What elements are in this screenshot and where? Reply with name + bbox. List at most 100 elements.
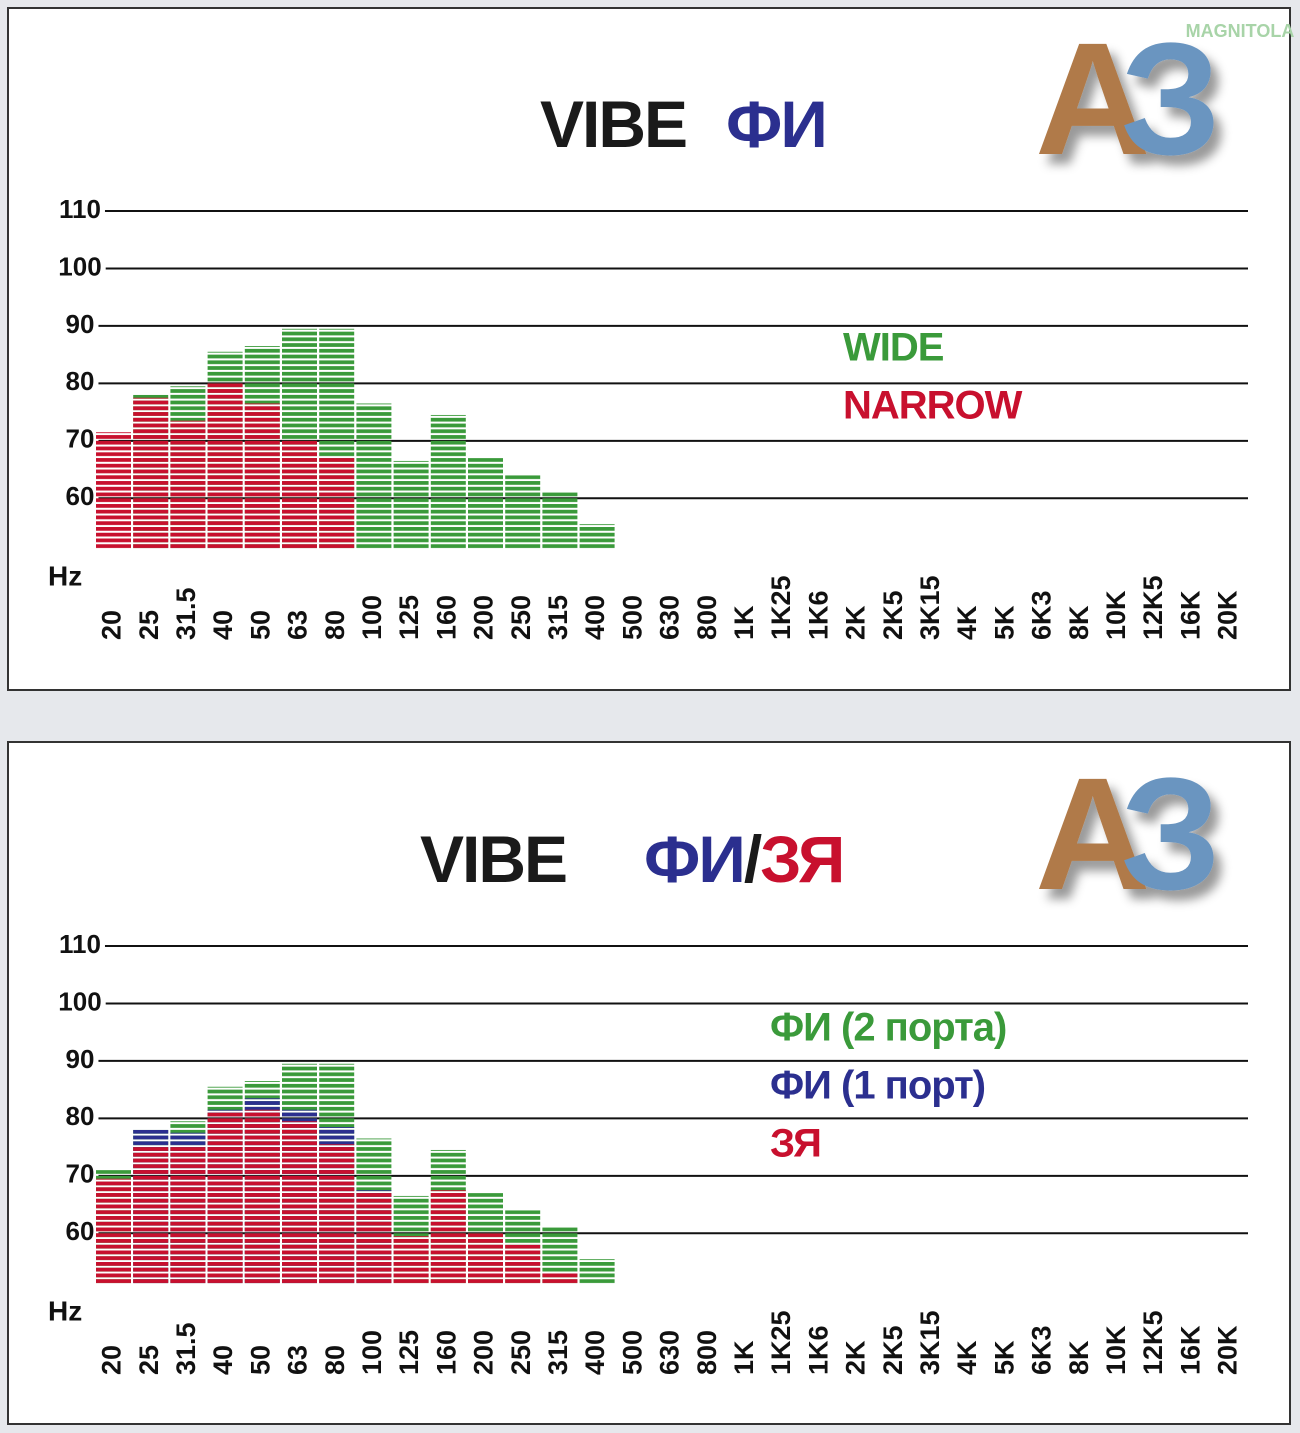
x-tick-label: 6K3 (1027, 590, 1057, 640)
x-tick-label: 200 (469, 595, 499, 640)
x-tick-label: 16K (1175, 590, 1205, 640)
x-tick-label: 1K (729, 605, 759, 640)
legend-label: WIDE (843, 326, 944, 370)
bar (133, 1147, 169, 1285)
bar (96, 432, 131, 550)
x-tick-label: 200 (469, 1330, 499, 1375)
y-tick-label: 100 (58, 251, 101, 281)
x-tick-label: 3K15 (915, 1310, 945, 1375)
x-tick-label: 3K15 (915, 575, 945, 640)
x-tick-label: 315 (543, 1330, 573, 1375)
bar (505, 1244, 541, 1285)
bar (244, 1109, 280, 1285)
x-tick-label: 100 (357, 595, 387, 640)
bar (96, 1178, 131, 1285)
title-part: / (744, 822, 762, 896)
x-tick-label: 4K (952, 605, 982, 640)
x-tick-label: 315 (543, 595, 573, 640)
legend-label: ЗЯ (770, 1122, 821, 1166)
bar (170, 1147, 206, 1285)
bar (207, 1112, 243, 1285)
x-tick-label: 31.5 (171, 587, 201, 640)
x-tick-label: 8K (1064, 1340, 1094, 1375)
bar (319, 458, 355, 550)
x-tick-label: 20 (97, 1345, 127, 1375)
x-tick-label: 63 (283, 610, 313, 640)
x-tick-label: 25 (134, 610, 164, 640)
x-tick-label: 8K (1064, 605, 1094, 640)
title-part: ЗЯ (760, 822, 843, 896)
bar (207, 383, 243, 550)
x-tick-label: 20 (97, 610, 127, 640)
title-part: VIBE (420, 822, 566, 896)
x-tick-label: 630 (655, 595, 685, 640)
bar (133, 397, 169, 550)
logo: АЗ (1035, 744, 1214, 923)
x-tick-label: 250 (506, 595, 536, 640)
x-tick-label: 80 (320, 1345, 350, 1375)
x-tick-label: 800 (692, 1330, 722, 1375)
y-tick-label: 80 (66, 1101, 95, 1131)
bar (356, 1193, 392, 1285)
y-tick-label: 100 (58, 986, 101, 1016)
x-tick-label: 4K (952, 1340, 982, 1375)
x-tick-label: 5K (989, 605, 1019, 640)
x-tick-label: 100 (357, 1330, 387, 1375)
legend-label: ФИ (1 порт) (770, 1064, 985, 1108)
x-axis-label: Hz (48, 1295, 82, 1326)
y-tick-label: 80 (66, 366, 95, 396)
x-tick-label: 50 (245, 610, 275, 640)
legend-label: NARROW (843, 384, 1023, 428)
x-tick-label: 1K25 (766, 1310, 796, 1375)
x-tick-label: 500 (617, 1330, 647, 1375)
bar (393, 460, 429, 550)
x-tick-label: 800 (692, 595, 722, 640)
panel (7, 7, 1291, 691)
y-tick-label: 110 (59, 929, 101, 959)
x-tick-label: 125 (394, 595, 424, 640)
title-part: VIBE (540, 87, 686, 161)
title-part: ФИ (644, 822, 744, 896)
x-axis-label: Hz (48, 560, 82, 591)
x-tick-label: 1K6 (803, 1325, 833, 1375)
chart-title: VIBE ФИ (540, 87, 826, 161)
x-tick-label: 50 (245, 1345, 275, 1375)
watermark: MAGNITOLA (1186, 21, 1295, 41)
x-tick-label: 160 (431, 1330, 461, 1375)
y-tick-label: 70 (66, 424, 95, 454)
x-tick-label: 125 (394, 1330, 424, 1375)
x-tick-label: 1K (729, 1340, 759, 1375)
bar (579, 524, 615, 550)
x-tick-label: 160 (431, 595, 461, 640)
logo: АЗ (1035, 9, 1214, 188)
x-tick-label: 80 (320, 610, 350, 640)
y-tick-label: 90 (66, 309, 95, 339)
x-tick-label: 5K (989, 1340, 1019, 1375)
bar (468, 1233, 503, 1285)
y-tick-label: 60 (66, 1216, 95, 1246)
y-tick-label: 90 (66, 1044, 95, 1074)
x-tick-label: 25 (134, 1345, 164, 1375)
x-tick-label: 2K (841, 1340, 871, 1375)
bar (542, 492, 578, 550)
x-tick-label: 1K6 (803, 590, 833, 640)
x-tick-label: 630 (655, 1330, 685, 1375)
bar (468, 458, 503, 550)
y-tick-label: 60 (66, 481, 95, 511)
x-tick-label: 12K5 (1138, 1310, 1168, 1375)
x-tick-label: 20K (1213, 590, 1243, 640)
x-tick-label: 20K (1213, 1325, 1243, 1375)
x-tick-label: 2K5 (878, 590, 908, 640)
panel (7, 741, 1291, 1425)
bar (319, 1144, 355, 1285)
y-tick-label: 70 (66, 1159, 95, 1189)
x-tick-label: 10K (1101, 590, 1131, 640)
x-tick-label: 2K5 (878, 1325, 908, 1375)
bar (430, 1190, 466, 1285)
bar (542, 1273, 578, 1285)
bar (430, 414, 466, 550)
legend-label: ФИ (2 порта) (770, 1006, 1006, 1050)
x-tick-label: 400 (580, 1330, 610, 1375)
x-tick-label: 500 (617, 595, 647, 640)
